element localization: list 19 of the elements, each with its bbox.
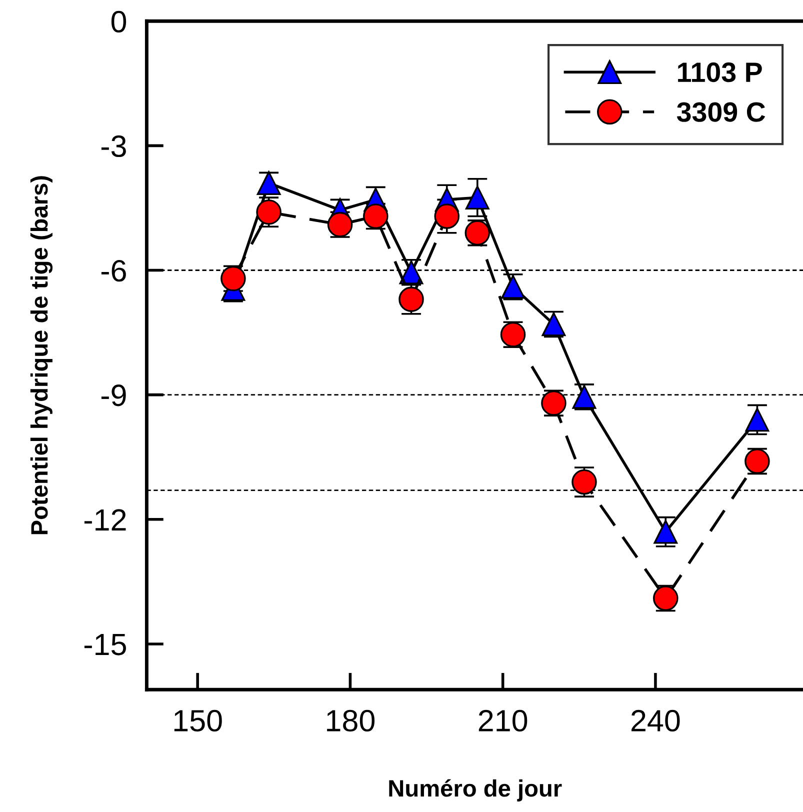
x-tick-label: 240 — [632, 710, 680, 732]
legend-label: 3309 C — [676, 102, 766, 122]
point — [465, 186, 490, 210]
y-tick-label: -9 — [101, 384, 126, 406]
legend-label: 1103 P — [678, 62, 762, 82]
point — [256, 171, 281, 195]
y-tick-label: -6 — [101, 260, 126, 282]
point — [745, 408, 770, 432]
x-tick-label: 210 — [478, 710, 528, 732]
x-tick-label: 180 — [327, 710, 375, 732]
y-tick-label: 0 — [111, 10, 126, 32]
y-axis-title: Potentiel hydrique de tige (bars) — [30, 176, 53, 534]
y-tick-label: -3 — [101, 135, 126, 158]
y-tick-label: -15 — [84, 634, 126, 656]
y-tick-label: -12 — [84, 509, 126, 530]
x-tick-label: 150 — [174, 710, 222, 732]
x-axis-title: Numéro de jour — [389, 779, 562, 802]
point — [434, 204, 460, 229]
point — [654, 520, 678, 544]
